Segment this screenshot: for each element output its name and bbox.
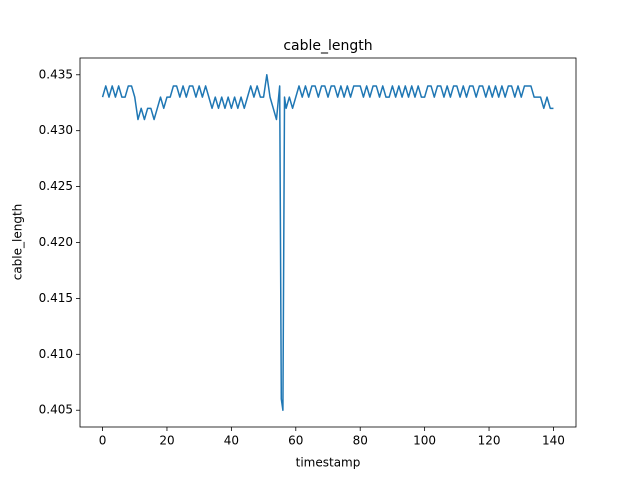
x-tick-label: 40 [224,434,239,448]
chart-title: cable_length [283,38,372,54]
y-tick-label: 0.410 [39,347,73,361]
y-tick-label: 0.405 [39,403,73,417]
x-tick-label: 80 [353,434,368,448]
x-tick-label: 140 [542,434,565,448]
y-tick-label: 0.425 [39,179,73,193]
y-tick-label: 0.430 [39,123,73,137]
x-tick-label: 100 [413,434,436,448]
x-tick-label: 20 [159,434,174,448]
y-tick-label: 0.415 [39,291,73,305]
x-tick-label: 0 [99,434,107,448]
x-tick-label: 120 [478,434,501,448]
y-axis-label: cable_length [11,204,25,281]
x-axis-label: timestamp [296,456,361,470]
y-tick-label: 0.435 [39,67,73,81]
x-tick-label: 60 [288,434,303,448]
y-tick-label: 0.420 [39,235,73,249]
data-line [101,74,554,411]
